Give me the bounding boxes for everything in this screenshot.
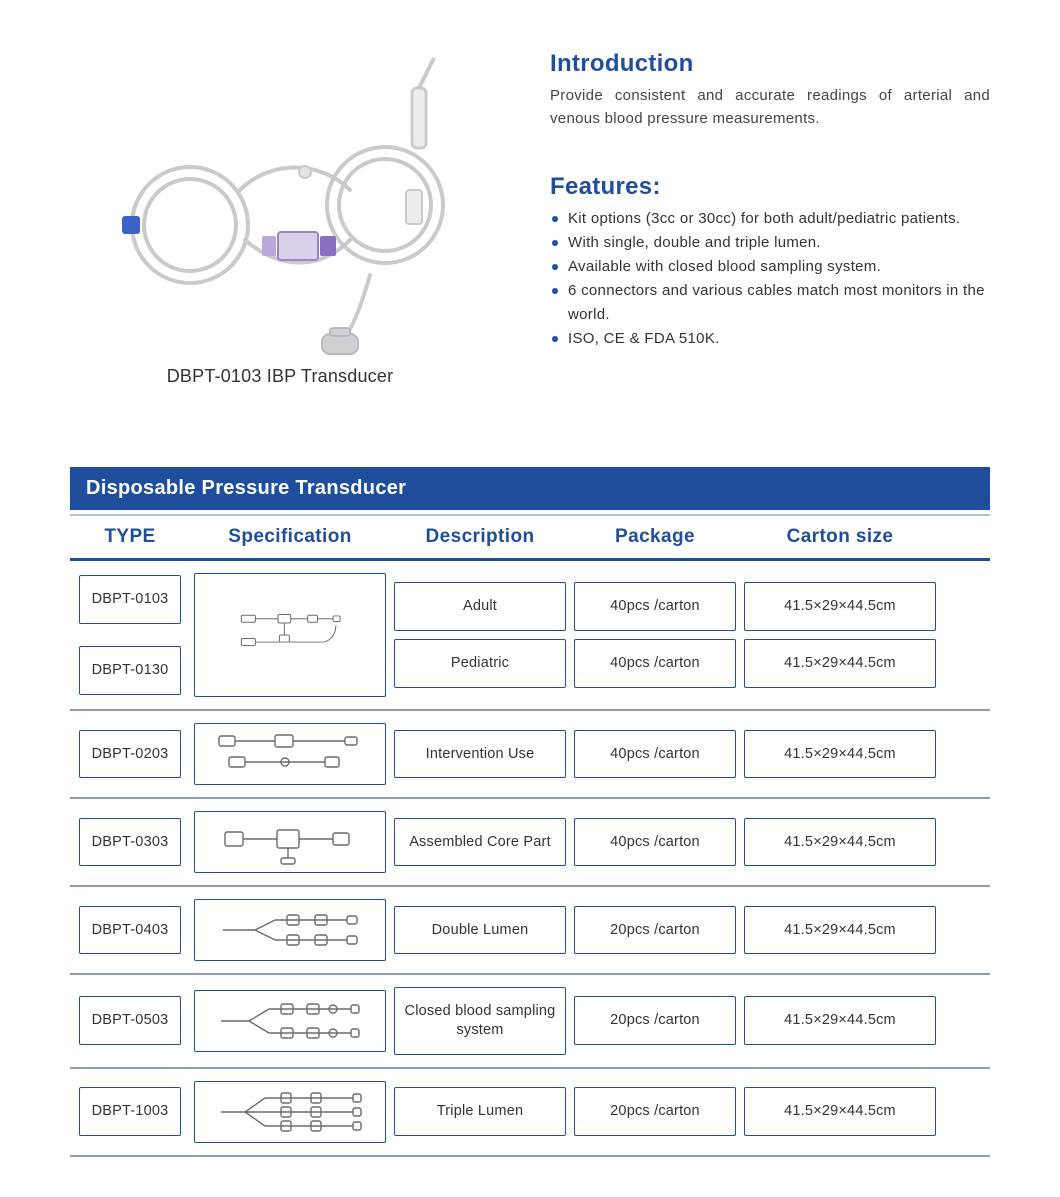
package-box: 40pcs /carton	[574, 730, 736, 779]
package-cell: 20pcs /carton	[570, 1077, 740, 1147]
product-column: DBPT-0103 IBP Transducer	[70, 40, 490, 387]
product-image	[90, 40, 470, 360]
description-box: Pediatric	[394, 639, 566, 688]
table-row: DBPT-1003 Triple Lumen20pcs /carton41.5×…	[70, 1069, 990, 1157]
table-row: DBPT-0103 DBPT-0130 Adult Pediatric40pcs /…	[70, 561, 990, 711]
carton-box: 41.5×29×44.5cm	[744, 730, 936, 779]
feature-item: Available with closed blood sampling sys…	[550, 255, 990, 279]
carton-cell: 41.5×29×44.5cm	[740, 807, 940, 877]
carton-box: 41.5×29×44.5cm	[744, 582, 936, 631]
spec-schematic-icon	[194, 899, 386, 961]
type-box: DBPT-0303	[79, 818, 181, 867]
package-box: 40pcs /carton	[574, 818, 736, 867]
description-box: Assembled Core Part	[394, 818, 566, 867]
type-cell: DBPT-0303	[70, 807, 190, 877]
package-box: 20pcs /carton	[574, 1087, 736, 1136]
type-cell: DBPT-0103 DBPT-0130	[70, 569, 190, 701]
spec-cell	[190, 895, 390, 965]
type-box: DBPT-0403	[79, 906, 181, 955]
carton-cell: 41.5×29×44.5cm	[740, 1077, 940, 1147]
features-heading: Features:	[550, 173, 990, 201]
description-cell: Triple Lumen	[390, 1077, 570, 1147]
spec-schematic-icon	[194, 573, 386, 697]
package-box: 40pcs /carton	[574, 639, 736, 688]
spec-cell	[190, 719, 390, 789]
table-header-cell: Specification	[190, 516, 390, 558]
top-section: DBPT-0103 IBP Transducer Introduction Pr…	[70, 40, 990, 387]
table-row: DBPT-0403 Double Lumen20pcs /carton41.5×…	[70, 887, 990, 975]
table-header-cell: Description	[390, 516, 570, 558]
table-header-row: TYPESpecificationDescriptionPackageCarto…	[70, 514, 990, 561]
table-header-cell: Carton size	[740, 516, 940, 558]
type-box: DBPT-0103	[79, 575, 181, 624]
table-body: DBPT-0103DBPT-0130 AdultPediatric40pcs /…	[70, 561, 990, 1157]
spec-schematic-icon	[194, 723, 386, 785]
package-cell: 40pcs /carton 40pcs /carton	[570, 569, 740, 701]
carton-cell: 41.5×29×44.5cm 41.5×29×44.5cm	[740, 569, 940, 701]
description-cell: Intervention Use	[390, 719, 570, 789]
table-row: DBPT-0503 Closed blood sampling system20…	[70, 975, 990, 1069]
description-box: Closed blood sampling system	[394, 987, 566, 1055]
features-list: Kit options (3cc or 30cc) for both adult…	[550, 207, 990, 351]
table-row: DBPT-0203 Intervention Use40pcs /carton4…	[70, 711, 990, 799]
type-box: DBPT-0503	[79, 996, 181, 1045]
table-title: Disposable Pressure Transducer	[70, 467, 990, 510]
carton-cell: 41.5×29×44.5cm	[740, 895, 940, 965]
type-box: DBPT-1003	[79, 1087, 181, 1136]
package-cell: 40pcs /carton	[570, 719, 740, 789]
type-cell: DBPT-1003	[70, 1077, 190, 1147]
spec-cell	[190, 807, 390, 877]
description-cell: Double Lumen	[390, 895, 570, 965]
carton-box: 41.5×29×44.5cm	[744, 818, 936, 867]
package-box: 20pcs /carton	[574, 906, 736, 955]
type-cell: DBPT-0503	[70, 983, 190, 1059]
feature-item: With single, double and triple lumen.	[550, 231, 990, 255]
feature-item: Kit options (3cc or 30cc) for both adult…	[550, 207, 990, 231]
carton-cell: 41.5×29×44.5cm	[740, 719, 940, 789]
package-box: 20pcs /carton	[574, 996, 736, 1045]
feature-item: ISO, CE & FDA 510K.	[550, 327, 990, 351]
description-cell: Assembled Core Part	[390, 807, 570, 877]
spec-schematic-icon	[194, 990, 386, 1052]
carton-box: 41.5×29×44.5cm	[744, 1087, 936, 1136]
product-caption: DBPT-0103 IBP Transducer	[167, 366, 394, 387]
table-header-cell: TYPE	[70, 516, 190, 558]
description-box: Double Lumen	[394, 906, 566, 955]
type-cell: DBPT-0203	[70, 719, 190, 789]
description-cell: Adult Pediatric	[390, 569, 570, 701]
spec-cell	[190, 983, 390, 1059]
description-cell: Closed blood sampling system	[390, 983, 570, 1059]
type-cell: DBPT-0403	[70, 895, 190, 965]
carton-box: 41.5×29×44.5cm	[744, 996, 936, 1045]
package-cell: 20pcs /carton	[570, 895, 740, 965]
spec-schematic-icon	[194, 811, 386, 873]
type-box: DBPT-0130	[79, 646, 181, 695]
package-box: 40pcs /carton	[574, 582, 736, 631]
feature-item: 6 connectors and various cables match mo…	[550, 279, 990, 327]
package-cell: 20pcs /carton	[570, 983, 740, 1059]
type-box: DBPT-0203	[79, 730, 181, 779]
description-box: Intervention Use	[394, 730, 566, 779]
description-box: Adult	[394, 582, 566, 631]
intro-heading: Introduction	[550, 50, 990, 78]
carton-box: 41.5×29×44.5cm	[744, 639, 936, 688]
table-row: DBPT-0303 Assembled Core Part40pcs /cart…	[70, 799, 990, 887]
product-table: Disposable Pressure Transducer TYPESpeci…	[70, 467, 990, 1157]
table-header-cell: Package	[570, 516, 740, 558]
description-box: Triple Lumen	[394, 1087, 566, 1136]
carton-cell: 41.5×29×44.5cm	[740, 983, 940, 1059]
product-svg-icon	[90, 40, 470, 360]
intro-text: Provide consistent and accurate readings…	[550, 84, 990, 131]
package-cell: 40pcs /carton	[570, 807, 740, 877]
spec-schematic-icon	[194, 1081, 386, 1143]
carton-box: 41.5×29×44.5cm	[744, 906, 936, 955]
info-column: Introduction Provide consistent and accu…	[550, 40, 990, 387]
spec-cell	[190, 1077, 390, 1147]
spec-cell	[190, 569, 390, 701]
